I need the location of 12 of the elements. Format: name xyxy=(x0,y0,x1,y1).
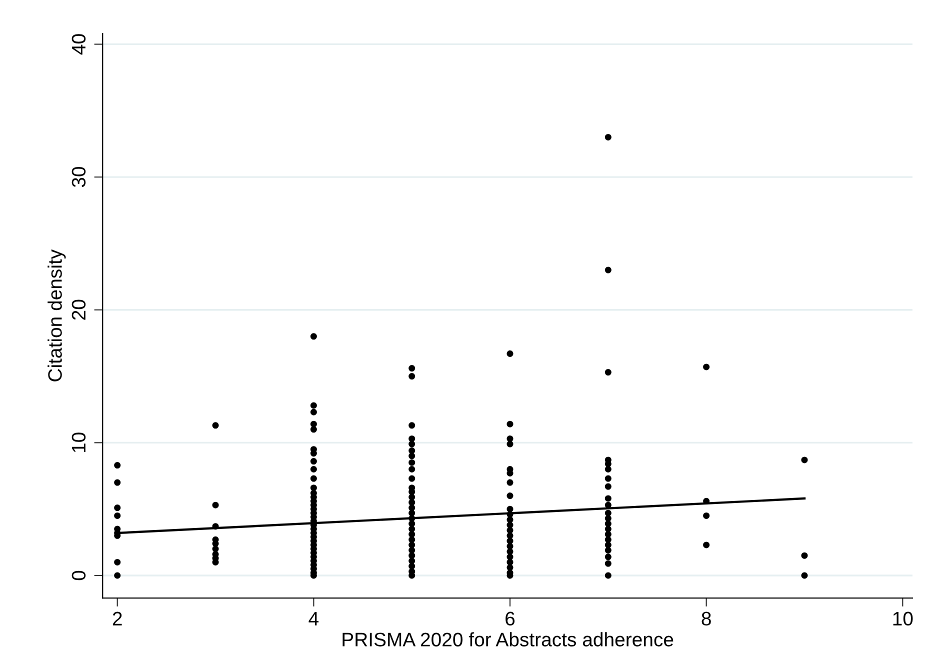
y-tick-label: 30 xyxy=(72,166,86,188)
y-tick-label: 0 xyxy=(72,570,86,580)
y-axis-title: Citation density xyxy=(48,249,66,382)
y-tick-label: 20 xyxy=(72,300,86,320)
x-tick-label: 4 xyxy=(308,612,319,626)
y-tick-label: 10 xyxy=(72,432,86,452)
x-tick-label: 6 xyxy=(506,612,515,626)
x-tick-label: 8 xyxy=(702,612,711,626)
x-tick-label: 2 xyxy=(112,612,122,626)
y-tick-label: 40 xyxy=(72,34,86,55)
x-axis-title: PRISMA 2020 for Abstracts adherence xyxy=(342,632,674,646)
x-tick-label: 10 xyxy=(893,612,913,626)
